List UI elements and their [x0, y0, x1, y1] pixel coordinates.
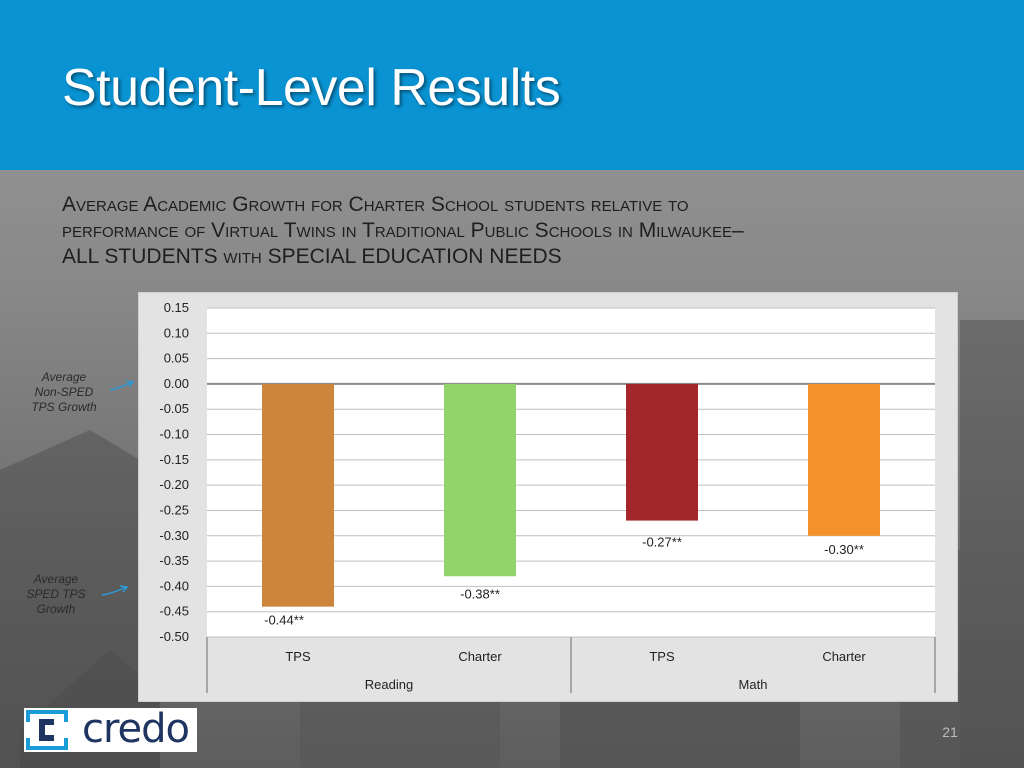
- bar-chart: 0.15 0.10 0.05 0.00 -0.05 -0.10 -0.15 -0.20 -0.2…: [139, 293, 957, 701]
- credo-logo-text: credo: [82, 706, 189, 752]
- sped-annotation-line-2: SPED TPS: [16, 587, 96, 602]
- arrow-icon: [100, 583, 130, 599]
- bar-3: [808, 384, 880, 536]
- data-label: -0.44**: [264, 613, 304, 628]
- non-sped-annotation-line-1: Average: [22, 370, 106, 385]
- arrow-icon: [108, 378, 136, 394]
- non-sped-annotation-line-2: Non-SPED: [22, 385, 106, 400]
- y-tick-label: -0.35: [159, 553, 189, 568]
- slide-header: Student-Level Results: [0, 0, 1024, 170]
- y-tick-label: -0.50: [159, 629, 189, 644]
- bar-0: [262, 384, 334, 607]
- x-group-label: Reading: [365, 677, 413, 692]
- credo-logo-icon: [26, 710, 70, 750]
- x-category-label: Charter: [822, 649, 866, 664]
- x-group-label: Math: [739, 677, 768, 692]
- non-sped-annotation: Average Non-SPED TPS Growth: [22, 370, 106, 415]
- y-tick-label: 0.05: [164, 351, 189, 366]
- y-tick-label: 0.10: [164, 325, 189, 340]
- x-category-label: TPS: [649, 649, 675, 664]
- subtitle-line-3: ALL STUDENTS with SPECIAL EDUCATION NEED…: [62, 244, 962, 270]
- data-label: -0.27**: [642, 535, 682, 550]
- data-label: -0.38**: [460, 586, 500, 601]
- y-tick-label: 0.15: [164, 300, 189, 315]
- page-number: 21: [930, 724, 970, 740]
- y-tick-label: -0.45: [159, 604, 189, 619]
- sped-annotation-line-1: Average: [16, 572, 96, 587]
- bar-2: [626, 384, 698, 521]
- sped-annotation-line-3: Growth: [16, 602, 96, 617]
- credo-logo: credo: [24, 708, 197, 752]
- y-tick-label: -0.40: [159, 578, 189, 593]
- subtitle-line-2: performance of Virtual Twins in Traditio…: [62, 218, 962, 244]
- y-tick-label: -0.05: [159, 401, 189, 416]
- subtitle-line-1: Average Academic Growth for Charter Scho…: [62, 192, 962, 218]
- y-tick-label: -0.30: [159, 528, 189, 543]
- slide-title: Student-Level Results: [62, 58, 560, 118]
- data-label: -0.30**: [824, 542, 864, 557]
- bar-1: [444, 384, 516, 576]
- y-tick-label: -0.15: [159, 452, 189, 467]
- non-sped-annotation-line-3: TPS Growth: [22, 400, 106, 415]
- sped-annotation: Average SPED TPS Growth: [16, 572, 96, 617]
- x-category-label: TPS: [285, 649, 311, 664]
- y-tick-label: -0.25: [159, 502, 189, 517]
- y-tick-label: -0.20: [159, 477, 189, 492]
- x-category-label: Charter: [458, 649, 502, 664]
- chart-panel: 0.15 0.10 0.05 0.00 -0.05 -0.10 -0.15 -0.20 -0.2…: [138, 292, 958, 702]
- y-tick-label: 0.00: [164, 376, 189, 391]
- chart-subtitle: Average Academic Growth for Charter Scho…: [62, 192, 962, 270]
- y-tick-label: -0.10: [159, 427, 189, 442]
